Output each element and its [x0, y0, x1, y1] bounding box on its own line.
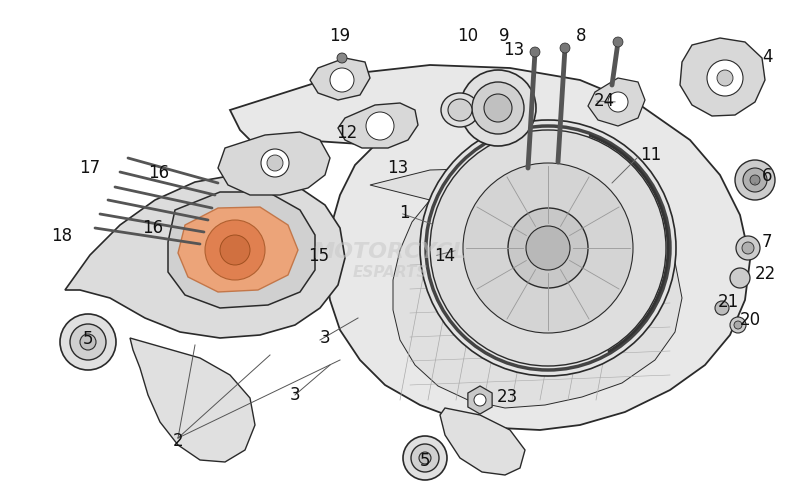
Polygon shape — [65, 175, 345, 338]
Ellipse shape — [441, 93, 479, 127]
Text: 5: 5 — [420, 452, 430, 470]
Circle shape — [707, 60, 743, 96]
Text: 15: 15 — [308, 247, 329, 265]
Circle shape — [220, 235, 250, 265]
Circle shape — [730, 317, 746, 333]
Text: 23: 23 — [497, 388, 518, 406]
Text: 10: 10 — [457, 27, 478, 45]
Text: 17: 17 — [79, 159, 100, 177]
Polygon shape — [680, 38, 765, 116]
Text: 1: 1 — [399, 204, 410, 222]
Text: 24: 24 — [594, 92, 615, 110]
Circle shape — [463, 163, 633, 333]
Text: 11: 11 — [640, 146, 662, 164]
Circle shape — [330, 68, 354, 92]
Text: 6: 6 — [762, 167, 773, 185]
Text: 7: 7 — [762, 233, 773, 251]
Polygon shape — [178, 207, 298, 292]
Text: 20: 20 — [740, 311, 761, 329]
Circle shape — [472, 82, 524, 134]
Ellipse shape — [448, 99, 472, 121]
Circle shape — [717, 70, 733, 86]
Polygon shape — [468, 386, 492, 414]
Circle shape — [734, 321, 742, 329]
Circle shape — [743, 168, 767, 192]
Text: 21: 21 — [718, 293, 739, 311]
Text: 16: 16 — [148, 164, 169, 182]
Circle shape — [420, 120, 676, 376]
Polygon shape — [338, 103, 418, 148]
Polygon shape — [230, 65, 750, 430]
Text: 3: 3 — [320, 329, 330, 347]
Circle shape — [337, 53, 347, 63]
Circle shape — [560, 43, 570, 53]
Circle shape — [403, 436, 447, 480]
Text: 19: 19 — [330, 27, 350, 45]
Circle shape — [430, 130, 666, 366]
Text: ESPARTS: ESPARTS — [352, 265, 428, 279]
Text: 16: 16 — [142, 219, 163, 237]
Circle shape — [608, 92, 628, 112]
Circle shape — [474, 394, 486, 406]
Text: MOTORCYCL: MOTORCYCL — [313, 242, 467, 262]
Text: 22: 22 — [755, 265, 776, 283]
Circle shape — [730, 268, 750, 288]
Circle shape — [715, 301, 729, 315]
Polygon shape — [440, 408, 525, 475]
Circle shape — [460, 70, 536, 146]
Circle shape — [60, 314, 116, 370]
Circle shape — [267, 155, 283, 171]
Circle shape — [205, 220, 265, 280]
Circle shape — [70, 324, 106, 360]
Circle shape — [526, 226, 570, 270]
Polygon shape — [588, 78, 645, 126]
Circle shape — [261, 149, 289, 177]
Polygon shape — [130, 338, 255, 462]
Text: 4: 4 — [762, 48, 773, 66]
Circle shape — [750, 175, 760, 185]
Polygon shape — [370, 168, 682, 408]
Polygon shape — [310, 58, 370, 100]
Circle shape — [742, 242, 754, 254]
Text: 13: 13 — [502, 41, 524, 59]
Polygon shape — [168, 192, 315, 308]
Text: 5: 5 — [83, 330, 94, 348]
Text: 18: 18 — [51, 227, 72, 245]
Text: 3: 3 — [290, 386, 301, 404]
Circle shape — [508, 208, 588, 288]
Text: 8: 8 — [576, 27, 586, 45]
Circle shape — [419, 452, 431, 464]
Text: 9: 9 — [498, 27, 510, 45]
Text: 2: 2 — [173, 432, 183, 450]
Text: 12: 12 — [336, 124, 358, 142]
Circle shape — [366, 112, 394, 140]
Text: 14: 14 — [434, 247, 455, 265]
Circle shape — [80, 334, 96, 350]
Polygon shape — [218, 132, 330, 195]
Circle shape — [484, 94, 512, 122]
Circle shape — [613, 37, 623, 47]
Circle shape — [411, 444, 439, 472]
Text: 13: 13 — [386, 159, 408, 177]
Circle shape — [530, 47, 540, 57]
Circle shape — [735, 160, 775, 200]
Circle shape — [736, 236, 760, 260]
